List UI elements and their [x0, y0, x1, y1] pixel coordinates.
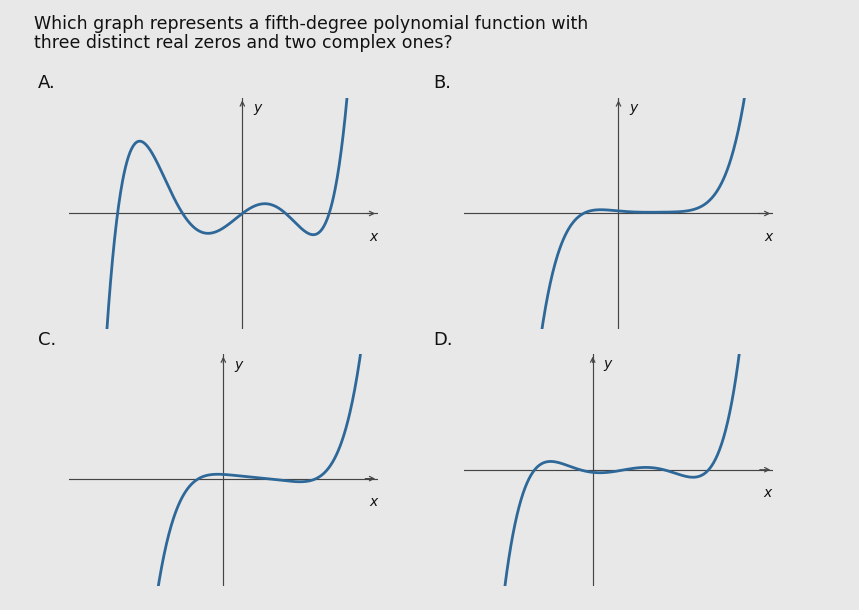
- Text: A.: A.: [38, 74, 56, 93]
- Text: y: y: [235, 357, 242, 371]
- Text: x: x: [369, 495, 377, 509]
- Text: x: x: [764, 486, 772, 500]
- Text: y: y: [253, 101, 261, 115]
- Text: D.: D.: [433, 331, 453, 349]
- Text: x: x: [765, 230, 772, 244]
- Text: Which graph represents a fifth‐degree polynomial function with: Which graph represents a fifth‐degree po…: [34, 15, 588, 34]
- Text: y: y: [630, 101, 637, 115]
- Text: three distinct real zeros and two complex ones?: three distinct real zeros and two comple…: [34, 34, 453, 52]
- Text: C.: C.: [38, 331, 56, 349]
- Text: B.: B.: [433, 74, 451, 93]
- Text: y: y: [604, 357, 612, 371]
- Text: x: x: [369, 230, 378, 244]
